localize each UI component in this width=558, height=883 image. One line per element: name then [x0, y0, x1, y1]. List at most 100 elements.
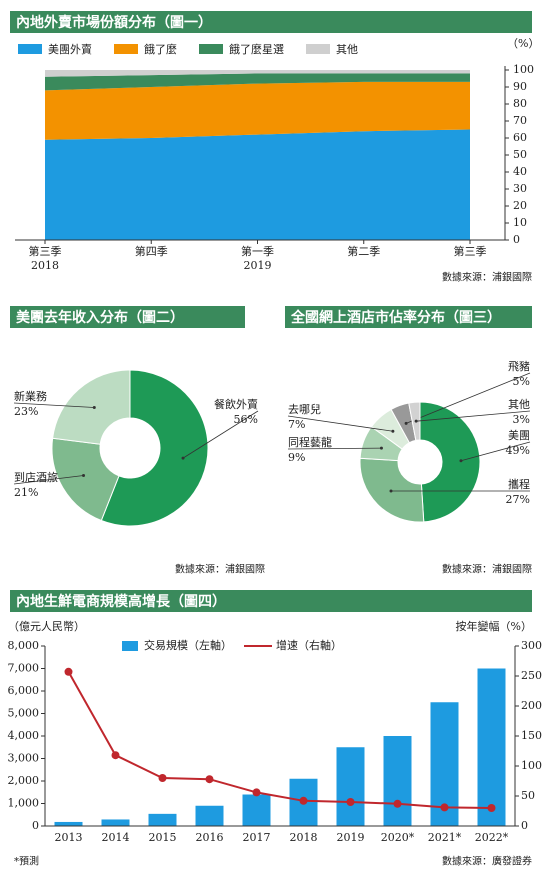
y2-tick-label: 150 [521, 729, 542, 742]
x-tick-label: 2021* [428, 831, 462, 844]
leader-dot [389, 489, 393, 493]
value-label: 27% [506, 493, 530, 506]
slice-label: 同程藝龍 [288, 435, 332, 449]
chart-title: 全國網上酒店市佔率分布（圖三） [290, 309, 501, 326]
slice-label: 新業務 [14, 389, 47, 403]
y2-tick-label: 100 [521, 759, 542, 772]
y2-tick-label: 50 [521, 789, 535, 802]
area [45, 129, 470, 240]
leader-line [460, 441, 531, 462]
y-tick-label: 90 [513, 80, 527, 93]
title-bar [10, 11, 532, 33]
y-tick-label: 100 [513, 63, 534, 76]
chart-title: 美團去年收入分布（圖二） [16, 309, 184, 326]
value-label: 56% [234, 413, 258, 426]
legend-label: 增速（右軸） [276, 638, 342, 652]
y2-tick-label: 0 [521, 819, 528, 832]
legend-swatch [306, 44, 330, 54]
slice [419, 401, 481, 523]
marker [440, 803, 449, 812]
x-tick-label: 2015 [149, 831, 177, 844]
title-bar [285, 306, 532, 328]
source: 數據來源：廣發證券 [442, 855, 532, 868]
leader-dot [404, 421, 408, 425]
y-tick-label: 50 [513, 148, 527, 161]
x-tick-label: 2013 [55, 831, 83, 844]
slice-label: 美團 [508, 429, 530, 442]
y-tick-label: 0 [32, 819, 39, 832]
marker [299, 796, 308, 805]
legend-label: 美團外賣 [48, 42, 92, 56]
leader-line [182, 410, 259, 459]
slice-label: 其他 [508, 398, 530, 411]
legend-label: 餓了麼星選 [229, 42, 284, 56]
chart-title: 內地外賣市場份額分布（圖一） [16, 14, 212, 31]
marker [158, 774, 167, 782]
slice [100, 369, 209, 527]
x-tick-label: 第四季 [135, 244, 168, 258]
bar [336, 747, 365, 826]
title-bar [10, 590, 532, 612]
y-tick-label: 4,000 [8, 729, 40, 742]
leader-dot [379, 446, 383, 450]
slice-label: 攜程 [508, 477, 530, 491]
y-tick-label: 2,000 [8, 774, 40, 787]
y-tick-label: 20 [513, 199, 527, 212]
x-tick-label: 第三季 [454, 244, 487, 258]
leader-line [405, 372, 531, 424]
x-tick-label: 第三季 [29, 244, 62, 258]
y2-tick-label: 200 [521, 699, 542, 712]
leader-line [13, 402, 95, 408]
leader-line [416, 410, 531, 422]
leader-line [13, 475, 84, 485]
leader-dot [82, 473, 86, 477]
y-axis-label: （億元人民幣） [8, 620, 85, 633]
legend-label: 其他 [336, 43, 358, 56]
y-axis-label: （%） [507, 37, 539, 50]
y-tick-label: 30 [513, 182, 527, 195]
bar [54, 821, 83, 826]
leader-dot [391, 429, 395, 433]
y-tick-label: 10 [513, 216, 527, 229]
x-tick-label: 2020* [381, 831, 415, 844]
y-tick-label: 3,000 [8, 752, 40, 765]
y-tick-label: 1,000 [8, 797, 40, 810]
value-label: 5% [513, 375, 530, 388]
slice [51, 437, 120, 522]
bar [148, 813, 177, 826]
marker [487, 804, 496, 812]
bar [383, 736, 412, 826]
x-tick-label: 第一季 [241, 244, 274, 258]
leader-line [287, 447, 382, 450]
leader-dot [181, 456, 185, 460]
y2-tick-label: 300 [521, 639, 542, 652]
x-tick-year: 2019 [244, 259, 272, 272]
bar [101, 819, 130, 826]
leader-dot [459, 459, 463, 463]
y-tick-label: 0 [513, 233, 520, 246]
value-label: 23% [14, 405, 38, 418]
value-label: 21% [14, 486, 38, 499]
y-tick-label: 5,000 [8, 707, 40, 720]
value-label: 49% [506, 444, 530, 457]
footnote: *預測 [14, 855, 39, 868]
y2-tick-label: 250 [521, 669, 542, 682]
legend-swatch [114, 44, 138, 54]
slice-label: 去哪兒 [288, 403, 321, 416]
leader-dot [414, 419, 418, 423]
title-bar [10, 306, 245, 328]
marker [346, 798, 355, 806]
line [67, 671, 492, 809]
leader-dot [92, 405, 96, 409]
area [45, 81, 470, 140]
area [45, 73, 470, 91]
marker [393, 799, 402, 808]
area [45, 70, 470, 77]
marker [252, 788, 261, 797]
legend-swatch [199, 44, 223, 54]
x-tick-label: 2016 [196, 831, 224, 844]
slice-label: 餐飲外賣 [214, 397, 258, 411]
x-tick-year: 2018 [31, 259, 59, 272]
y-tick-label: 6,000 [8, 684, 40, 697]
